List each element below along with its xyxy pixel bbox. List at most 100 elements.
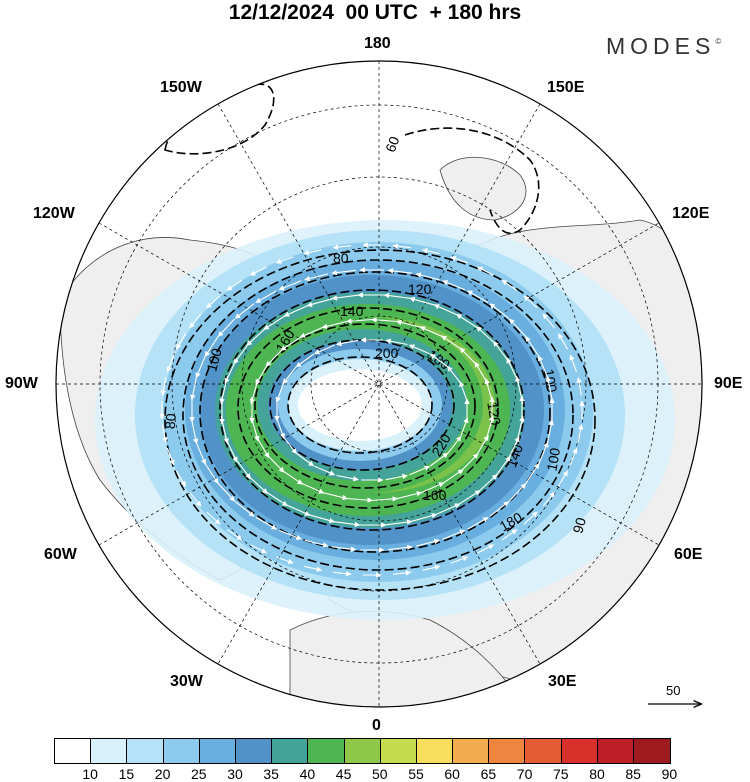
wind-vector xyxy=(523,511,538,525)
colorbar-tick-label: 75 xyxy=(553,766,569,782)
wind-vector xyxy=(331,294,360,301)
colorbar-tick-label: 10 xyxy=(82,766,98,782)
wind-vector xyxy=(459,417,469,439)
contour-label: 60 xyxy=(382,134,402,154)
wind-vector xyxy=(466,290,489,304)
wind-vector xyxy=(226,279,243,291)
wind-vector xyxy=(217,483,236,502)
contour-label: 140 xyxy=(340,303,364,319)
wind-vectors xyxy=(159,242,585,578)
wind-vector xyxy=(477,266,494,276)
brand-name: MODES xyxy=(606,33,716,59)
wind-vector xyxy=(322,491,349,501)
wind-vector xyxy=(176,333,186,350)
wind-vector xyxy=(542,491,555,507)
colorbar-swatch xyxy=(308,739,345,763)
wind-vector xyxy=(336,474,359,482)
colorbar-tick-label: 60 xyxy=(444,766,460,782)
wind-vector xyxy=(429,353,449,368)
wind-vector xyxy=(206,511,221,525)
colorbar-ticks: 10 15 20 25 30 35 40 45 50 55 60 65 70 75 80 85 90 xyxy=(0,766,750,782)
colorbar-tick-label: 35 xyxy=(263,766,279,782)
wind-vector xyxy=(250,544,267,554)
colorbar-tick-label: 80 xyxy=(589,766,605,782)
wind-vector xyxy=(408,344,430,355)
geopotential-contours xyxy=(164,83,596,591)
wind-vector xyxy=(419,326,445,338)
wind-vector xyxy=(336,339,359,347)
colorbar-swatch xyxy=(127,739,164,763)
wind-vector xyxy=(421,248,441,255)
colorbar-tick-label: 90 xyxy=(661,766,678,782)
wind-vector xyxy=(161,424,168,443)
wind-vector xyxy=(450,255,468,264)
colorbar-swatch xyxy=(416,739,454,763)
colorbar xyxy=(54,738,672,764)
graticule xyxy=(56,61,702,707)
colorbar-tick-label: 15 xyxy=(118,766,135,782)
wind-vector xyxy=(385,473,408,481)
brand-mark: © xyxy=(715,37,722,46)
lon-label-120w: 120W xyxy=(33,205,75,222)
wind-vector xyxy=(459,380,469,403)
wind-vector xyxy=(190,376,198,401)
colorbar-tick-label: 40 xyxy=(299,766,316,782)
wind-vector xyxy=(396,491,423,500)
wind-vector xyxy=(447,365,462,385)
wind-vector xyxy=(489,303,510,319)
wind-vector xyxy=(441,335,464,351)
wind-vector xyxy=(331,546,357,552)
wind-vector xyxy=(456,490,481,507)
colorbar-tick-label: 30 xyxy=(227,766,243,782)
wind-vector xyxy=(415,272,440,281)
colorbar-swatch xyxy=(55,739,92,763)
colorbar-tick-label: 25 xyxy=(191,766,207,782)
wind-vector xyxy=(576,377,583,396)
wind-vector xyxy=(217,318,236,337)
wind-vector xyxy=(385,338,408,346)
wind-vector xyxy=(569,447,578,466)
wind-vector xyxy=(450,556,469,564)
wind-vector xyxy=(542,313,555,329)
wind-vector xyxy=(265,347,285,367)
wind-vector xyxy=(249,266,267,276)
wind-vector xyxy=(558,333,568,350)
colorbar-swatch xyxy=(525,739,562,763)
wind-vector xyxy=(313,344,335,355)
wind-vector xyxy=(206,295,221,309)
lon-label-0: 0 xyxy=(372,717,381,734)
wind-speed-shading xyxy=(95,220,675,620)
wind-vector xyxy=(392,243,411,249)
lon-label-90e: 90E xyxy=(714,375,743,392)
wind-vector xyxy=(441,469,464,485)
wind-vector xyxy=(538,441,549,465)
colorbar-swatch xyxy=(344,739,381,763)
wind-vector xyxy=(299,326,325,338)
contour-label: 120 xyxy=(408,281,432,297)
lon-label-150e: 150E xyxy=(547,79,585,96)
wind-vector xyxy=(459,453,479,473)
page-title: 12/12/2024 00 UTC + 180 hrs xyxy=(228,1,522,24)
wind-vector xyxy=(160,377,167,396)
wind-vector xyxy=(331,269,356,276)
wind-vector xyxy=(477,544,495,554)
wind-vector xyxy=(388,544,413,551)
reference-vector-arrow xyxy=(648,698,706,710)
wind-vector xyxy=(387,268,413,274)
wind-vector xyxy=(307,513,335,524)
reference-vector-label: 50 xyxy=(666,683,681,698)
wind-vector xyxy=(282,435,297,455)
contour-label: 200 xyxy=(375,345,399,361)
lon-label-180: 180 xyxy=(364,35,391,52)
wind-vector xyxy=(569,354,578,373)
wind-vector xyxy=(384,519,413,526)
colorbar-swatch xyxy=(272,739,309,763)
lon-label-30e: 30E xyxy=(548,673,577,690)
wind-vector xyxy=(226,529,243,541)
wind-vector xyxy=(191,419,199,445)
wind-vector xyxy=(275,381,285,403)
wind-vector xyxy=(295,353,315,368)
wind-vector xyxy=(263,313,288,330)
wind-vector xyxy=(234,303,255,319)
wind-vector xyxy=(166,447,175,466)
